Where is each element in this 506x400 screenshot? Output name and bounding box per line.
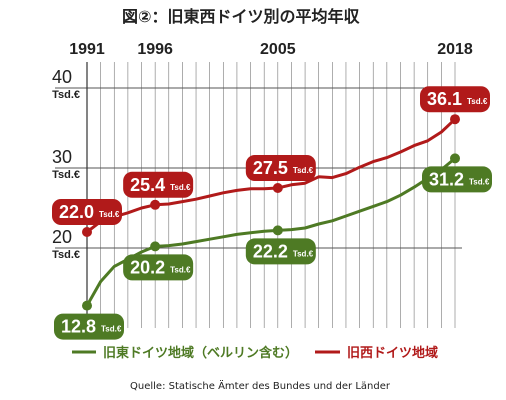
data-label-badge [422,166,492,193]
y-tick-unit: Tsd.€ [52,89,80,101]
data-label-badge [54,313,124,340]
data-label-value: 20.2 [130,257,165,277]
data-marker-west [272,183,283,193]
data-label-east: 22.2 Tsd.€ [245,238,316,265]
data-marker-east [272,225,283,236]
data-marker-west [450,114,460,125]
legend-east-label: 旧東ドイツ地域（ベルリン含む） [103,345,298,361]
data-label-unit: Tsd.€ [170,183,191,192]
data-label-badge [52,199,122,225]
y-tick-label: 30 [52,147,72,167]
series-line-west [86,118,457,234]
data-label-west: 36.1 Tsd.€ [420,86,490,113]
data-label-unit: Tsd.€ [101,325,122,334]
y-tick-label: 20 [52,227,72,247]
data-label-west: 22.0 Tsd.€ [52,199,122,225]
data-labels: 22.0 Tsd.€25.4 Tsd.€27.5 Tsd.€36.1 Tsd.€12.8… [52,86,492,340]
y-tick-label: 40 [52,67,72,87]
data-label-value: 22.2 [253,241,288,261]
data-label-badge [420,86,490,113]
y-tick-unit: Tsd.€ [52,169,80,181]
data-label-unit: Tsd.€ [293,249,314,258]
data-marker-east [150,241,161,252]
x-tick-label: 1996 [137,41,173,58]
data-label-value: 25.4 [130,175,165,195]
x-axis-labels: 1991 1996 2005 2018 [69,41,473,58]
y-tick-unit: Tsd.€ [52,249,80,261]
x-tick-label: 1991 [69,41,105,58]
data-label-unit: Tsd.€ [469,177,490,186]
data-label-unit: Tsd.€ [99,210,120,219]
data-label-value: 27.5 [253,158,288,178]
y-axis-labels: 40 Tsd.€ 30 Tsd.€ 20 Tsd.€ [52,67,80,261]
data-label-unit: Tsd.€ [170,265,191,274]
data-marker-west [82,227,92,237]
data-label-badge [245,155,316,181]
data-label-east: 12.8 Tsd.€ [54,313,124,340]
data-label-value: 12.8 [61,317,96,337]
legend: 旧東ドイツ地域（ベルリン含む） 旧西ドイツ地域 [72,345,438,361]
data-label-east: 31.2 Tsd.€ [422,166,492,193]
x-tick-label: 2005 [260,41,296,58]
data-label-badge [123,171,194,198]
data-label-value: 31.2 [429,169,464,189]
data-label-east: 20.2 Tsd.€ [123,254,194,281]
source-note: Quelle: Statische Ämter des Bundes und d… [130,379,391,392]
data-label-value: 36.1 [427,89,462,109]
data-label-unit: Tsd.€ [293,166,314,175]
data-label-badge [123,254,194,281]
data-label-badge [245,238,316,265]
data-markers [82,114,460,311]
chart-title: 図②：旧東西ドイツ別の平均年収 [122,7,361,26]
x-tick-label: 2018 [437,41,473,58]
data-marker-east [82,300,92,311]
data-label-value: 22.0 [59,202,94,222]
series-lines [85,118,457,307]
data-marker-west [150,199,161,210]
data-label-unit: Tsd.€ [467,97,488,106]
legend-west-label: 旧西ドイツ地域 [347,345,438,361]
series-line-east [85,157,456,307]
data-label-west: 25.4 Tsd.€ [123,171,194,198]
data-label-west: 27.5 Tsd.€ [245,155,316,181]
data-marker-east [450,153,460,164]
